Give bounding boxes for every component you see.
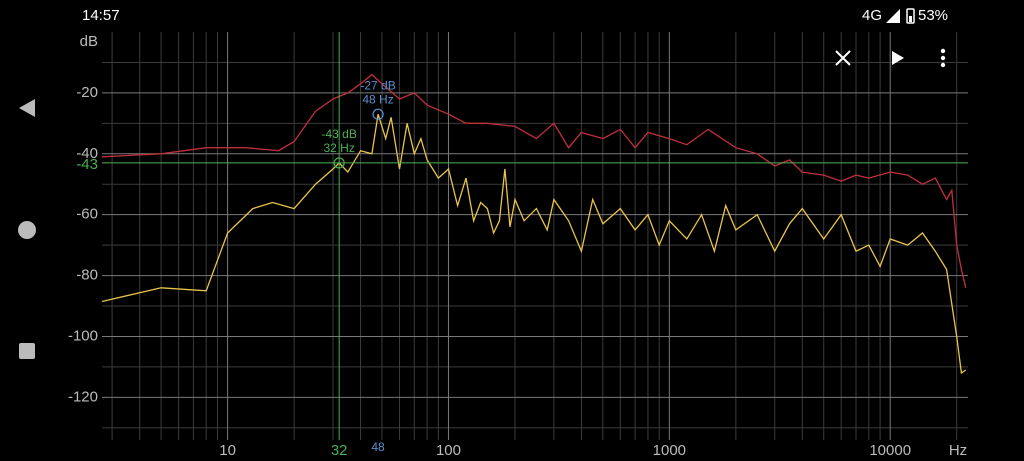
y-tick-label: -20 — [76, 84, 98, 101]
x-tick-label: 10 — [219, 442, 236, 459]
battery-icon — [906, 8, 915, 24]
nav-recents[interactable] — [19, 343, 35, 359]
plot: 10 100 1000 10000 -20 -40 -60 -80 -100 -120 dB Hz -4… — [68, 32, 968, 459]
y-tick-label: -60 — [76, 206, 98, 223]
y-tick-label: -100 — [68, 327, 98, 344]
y-tick-label: -40 — [76, 145, 98, 162]
play-button[interactable] — [892, 51, 904, 65]
cursor-x-label: 48 — [371, 440, 385, 454]
cursor-frequency: 48 Hz — [362, 92, 393, 106]
cursor-y-label: -43 — [76, 156, 98, 173]
cursor-point — [333, 157, 345, 169]
spectrum-line — [101, 73, 967, 288]
network: 4G — [862, 7, 882, 24]
spectrum-line — [101, 114, 967, 375]
cursor-value: -43 dB — [321, 127, 356, 141]
x-tick-label: 1000 — [653, 442, 686, 459]
x-tick-label: 100 — [436, 442, 461, 459]
x-axis-label: Hz — [949, 442, 967, 459]
y-axis-label: dB — [80, 33, 98, 50]
nav-home[interactable] — [18, 221, 36, 239]
cursor-x-label: 32 — [331, 442, 348, 459]
cursor-point — [372, 108, 384, 120]
menu-button[interactable] — [940, 48, 946, 68]
x-tick-label: 10000 — [869, 442, 911, 459]
clock: 14:57 — [82, 7, 120, 24]
battery: 53% — [918, 7, 948, 24]
nav-back[interactable] — [19, 99, 35, 117]
cursor-value: -27 dB — [360, 78, 395, 92]
battery-level — [909, 16, 912, 22]
y-tick-label: -120 — [68, 388, 98, 405]
close-button[interactable] — [835, 50, 851, 66]
signal-icon — [886, 9, 900, 23]
cursor-frequency: 32 Hz — [323, 141, 354, 155]
y-tick-label: -80 — [76, 267, 98, 284]
